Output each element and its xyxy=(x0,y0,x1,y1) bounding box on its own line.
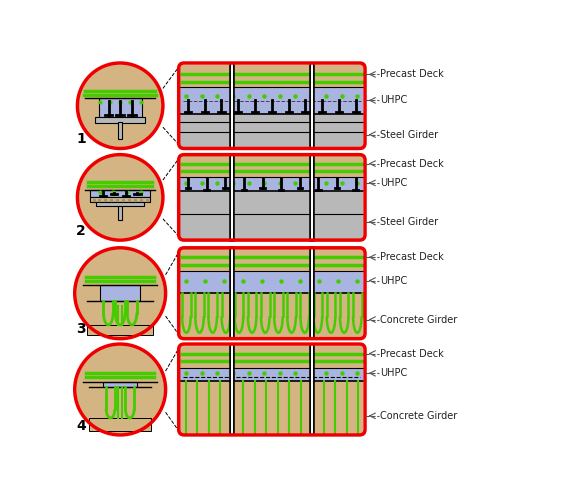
Ellipse shape xyxy=(79,65,161,147)
Bar xyxy=(103,382,137,387)
Bar xyxy=(180,191,364,239)
Text: Precast Deck: Precast Deck xyxy=(381,70,444,79)
Ellipse shape xyxy=(79,156,161,239)
Bar xyxy=(99,98,141,117)
Text: Steel Girder: Steel Girder xyxy=(381,130,438,140)
Text: Concrete Girder: Concrete Girder xyxy=(381,411,458,421)
Bar xyxy=(180,249,364,337)
Bar xyxy=(90,190,150,197)
Bar xyxy=(118,122,122,139)
Bar xyxy=(101,285,140,301)
Bar xyxy=(180,156,364,239)
Bar xyxy=(180,114,364,147)
Bar xyxy=(90,197,150,202)
Bar xyxy=(180,368,364,381)
Bar xyxy=(180,177,364,191)
Bar xyxy=(180,271,364,293)
Text: 2: 2 xyxy=(76,224,86,238)
Text: UHPC: UHPC xyxy=(381,95,408,106)
Text: Concrete Girder: Concrete Girder xyxy=(381,315,458,324)
Text: 1: 1 xyxy=(76,132,86,146)
Bar xyxy=(118,206,122,220)
Bar xyxy=(89,418,151,431)
Bar xyxy=(180,346,364,433)
Text: UHPC: UHPC xyxy=(381,368,408,378)
Text: Precast Deck: Precast Deck xyxy=(381,349,444,358)
Bar xyxy=(180,87,364,114)
Text: 4: 4 xyxy=(76,419,86,433)
Text: UHPC: UHPC xyxy=(381,276,408,285)
Ellipse shape xyxy=(76,346,164,433)
Bar xyxy=(180,65,364,147)
Ellipse shape xyxy=(76,249,164,337)
Text: Precast Deck: Precast Deck xyxy=(381,252,444,262)
Bar xyxy=(95,117,145,123)
Text: Precast Deck: Precast Deck xyxy=(381,159,444,169)
Bar xyxy=(96,202,144,206)
Bar xyxy=(87,325,153,335)
Text: Steel Girder: Steel Girder xyxy=(381,217,438,227)
Text: UHPC: UHPC xyxy=(381,178,408,188)
Text: 3: 3 xyxy=(76,322,86,336)
